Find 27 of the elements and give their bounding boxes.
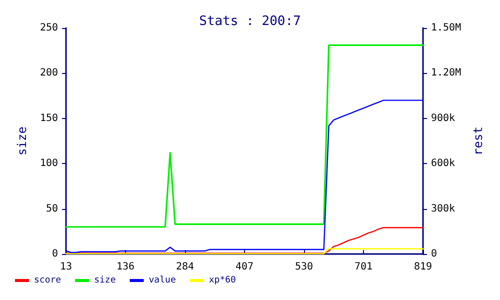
line-series [65,44,424,228]
legend-label: value [148,276,176,286]
y2-tick-label: 0 [430,248,438,260]
y2-axis-title: rest [471,126,485,156]
y-tick-label: 250 [40,22,58,34]
legend-label: score [34,276,62,286]
chart-title: Stats : 200:7 [199,14,301,29]
y-tick-label: 200 [40,68,58,79]
legend-label: size [94,276,116,286]
x-tick-label: 13 [60,262,72,272]
y2-tick-label: 300k [430,203,456,214]
y-tick-label: 0 [52,248,58,260]
y-tick-label: 150 [40,112,58,124]
legend-label: xp*60 [208,276,236,286]
y2-tick-label: 1.20M [430,68,462,79]
x-tick-label: 701 [354,262,373,272]
x-tick-label: 136 [116,262,135,272]
x-tick-label: 407 [235,262,254,272]
x-tick-label: 284 [176,262,194,272]
y2-tick-label: 1.50M [430,22,462,34]
y2-tick-label: 900k [430,112,456,124]
x-tick-label: 819 [414,262,432,272]
y-tick-label: 50 [46,203,58,214]
x-tick-label: 530 [294,262,314,272]
y-axis-title: size [15,126,29,156]
y2-tick-label: 600k [430,158,456,170]
y-tick-label: 100 [40,158,58,170]
